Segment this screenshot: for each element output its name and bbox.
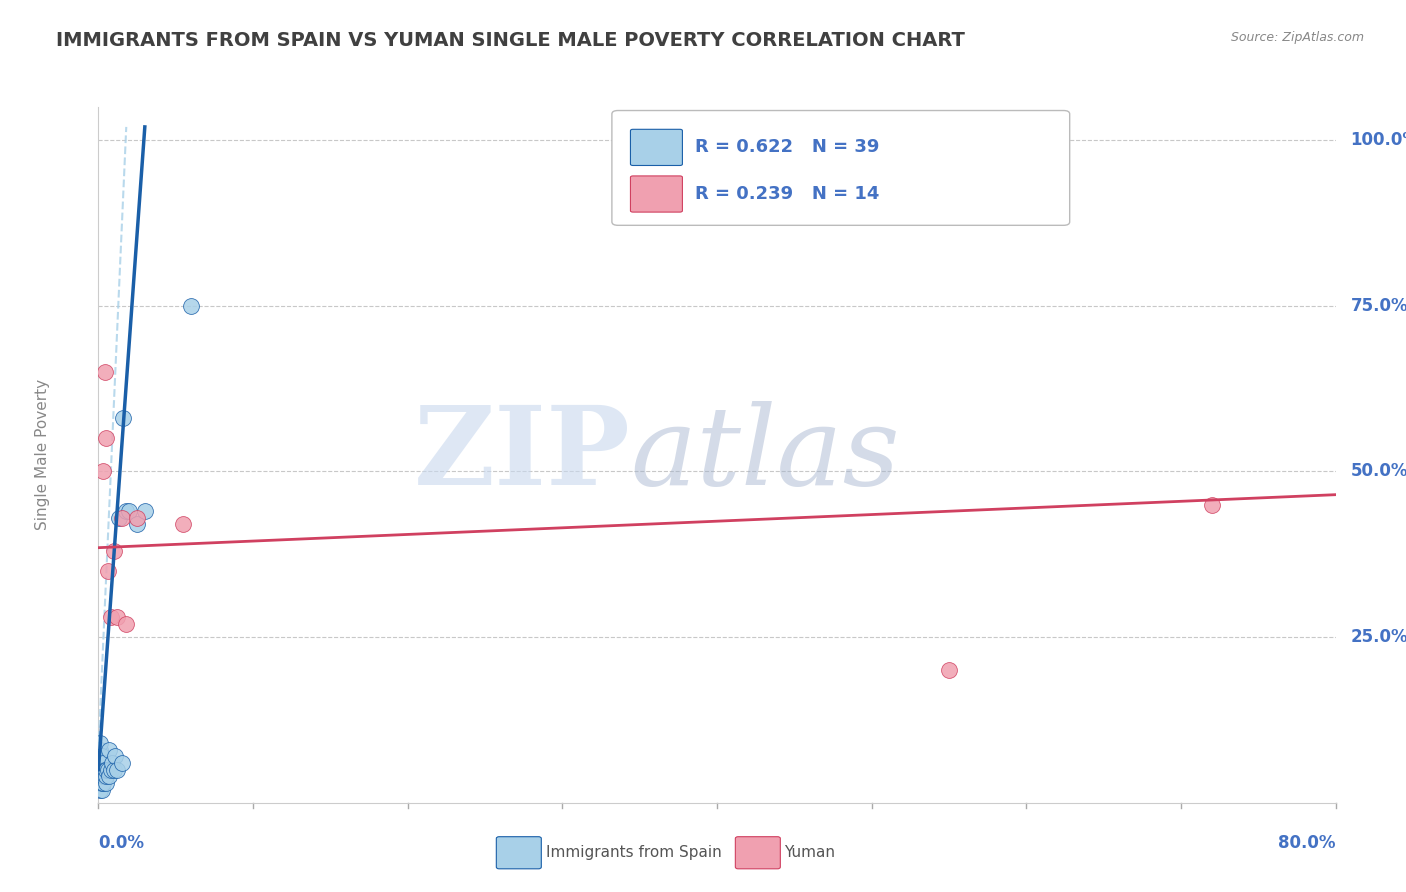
- Point: [89, 769, 111, 783]
- Text: R = 0.239   N = 14: R = 0.239 N = 14: [695, 185, 879, 203]
- Point: [93, 769, 115, 783]
- Point: [938, 663, 960, 677]
- Point: [115, 616, 138, 631]
- Text: 0.0%: 0.0%: [98, 834, 145, 852]
- Point: [97, 763, 120, 777]
- Point: [103, 544, 125, 558]
- Point: [89, 763, 111, 777]
- Point: [105, 763, 128, 777]
- Text: IMMIGRANTS FROM SPAIN VS YUMAN SINGLE MALE POVERTY CORRELATION CHART: IMMIGRANTS FROM SPAIN VS YUMAN SINGLE MA…: [56, 31, 965, 50]
- FancyBboxPatch shape: [630, 129, 682, 166]
- Text: 50.0%: 50.0%: [1351, 462, 1406, 481]
- Point: [89, 736, 111, 750]
- Point: [98, 743, 121, 757]
- Point: [100, 610, 122, 624]
- Point: [112, 411, 135, 425]
- Point: [91, 769, 114, 783]
- FancyBboxPatch shape: [612, 111, 1070, 226]
- Point: [96, 769, 118, 783]
- Point: [93, 365, 115, 379]
- Text: 80.0%: 80.0%: [1278, 834, 1336, 852]
- Point: [89, 782, 111, 797]
- Text: 100.0%: 100.0%: [1351, 131, 1406, 149]
- Point: [89, 743, 111, 757]
- Point: [90, 776, 112, 790]
- Point: [118, 504, 141, 518]
- Point: [90, 782, 112, 797]
- Text: Immigrants from Spain: Immigrants from Spain: [546, 846, 721, 860]
- Point: [105, 610, 128, 624]
- Point: [91, 465, 114, 479]
- Point: [172, 517, 194, 532]
- Point: [96, 431, 118, 445]
- Text: 25.0%: 25.0%: [1351, 628, 1406, 646]
- Point: [90, 763, 112, 777]
- Point: [103, 763, 125, 777]
- Text: 75.0%: 75.0%: [1351, 297, 1406, 315]
- Point: [1201, 498, 1223, 512]
- Point: [127, 517, 149, 532]
- Point: [89, 776, 111, 790]
- Point: [111, 756, 132, 770]
- Point: [89, 749, 111, 764]
- Point: [90, 769, 112, 783]
- Text: ZIP: ZIP: [413, 401, 630, 508]
- Point: [91, 763, 114, 777]
- Point: [127, 511, 149, 525]
- Point: [111, 511, 132, 525]
- Point: [98, 769, 121, 783]
- Text: atlas: atlas: [630, 401, 900, 508]
- Point: [96, 776, 118, 790]
- Text: Source: ZipAtlas.com: Source: ZipAtlas.com: [1230, 31, 1364, 45]
- Point: [101, 756, 124, 770]
- Text: Single Male Poverty: Single Male Poverty: [35, 379, 51, 531]
- FancyBboxPatch shape: [630, 176, 682, 212]
- Point: [97, 564, 120, 578]
- Point: [91, 756, 114, 770]
- Point: [115, 504, 138, 518]
- Point: [91, 776, 114, 790]
- Point: [89, 756, 111, 770]
- Text: Yuman: Yuman: [785, 846, 835, 860]
- Point: [96, 763, 118, 777]
- Point: [93, 763, 115, 777]
- Point: [134, 504, 156, 518]
- Point: [100, 763, 122, 777]
- Point: [104, 749, 127, 764]
- Point: [180, 299, 202, 313]
- Point: [90, 756, 112, 770]
- Text: R = 0.622   N = 39: R = 0.622 N = 39: [695, 138, 879, 156]
- Point: [107, 511, 129, 525]
- Point: [90, 749, 112, 764]
